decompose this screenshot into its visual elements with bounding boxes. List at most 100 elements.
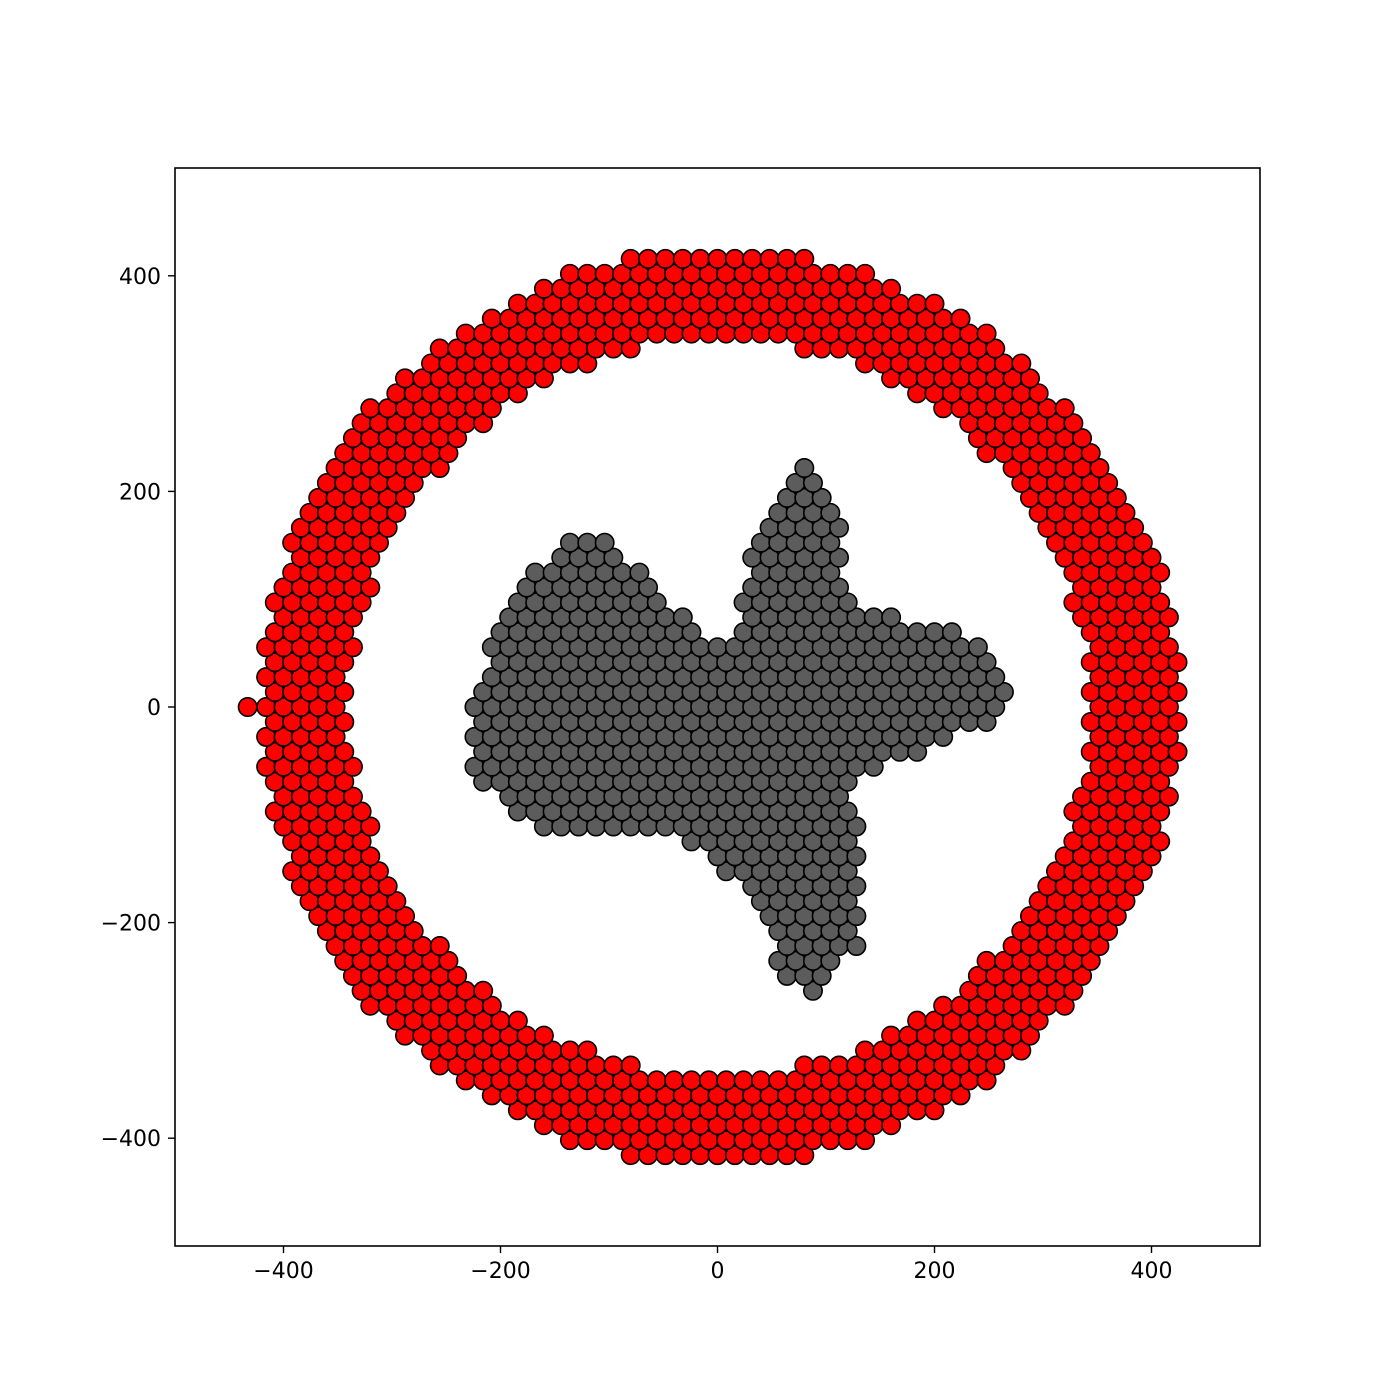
data-point: [985, 338, 1006, 359]
data-point: [976, 652, 997, 673]
data-point: [507, 383, 528, 404]
data-point: [395, 906, 416, 927]
data-point: [837, 921, 858, 942]
x-axis: −400 −200 0 200 400: [253, 1246, 1173, 1284]
x-tick-label: −400: [253, 1259, 313, 1284]
data-point: [1019, 1025, 1040, 1046]
data-point: [351, 562, 372, 583]
data-point: [533, 368, 554, 389]
data-point: [1072, 965, 1093, 986]
data-point: [1124, 517, 1145, 538]
data-point: [655, 248, 676, 269]
data-point: [829, 786, 850, 807]
data-point: [603, 547, 624, 568]
series-1: [237, 248, 1188, 1166]
series-2: [464, 457, 1014, 1001]
data-point: [1158, 637, 1179, 658]
data-point: [1106, 906, 1127, 927]
data-point: [559, 263, 580, 284]
data-point: [1150, 562, 1171, 583]
data-point: [846, 846, 867, 867]
data-point: [985, 667, 1006, 688]
data-point: [351, 831, 372, 852]
data-point: [829, 547, 850, 568]
data-point: [507, 293, 528, 314]
y-tick-label: −400: [101, 1127, 161, 1152]
data-point: [473, 413, 494, 434]
data-point: [577, 532, 598, 553]
data-point: [855, 263, 876, 284]
data-point: [1089, 935, 1110, 956]
data-point: [1098, 472, 1119, 493]
data-point: [881, 1115, 902, 1136]
data-point: [881, 607, 902, 628]
data-point: [1158, 696, 1179, 717]
data-point: [473, 980, 494, 1001]
data-point: [759, 248, 780, 269]
data-point: [976, 323, 997, 344]
data-point: [1011, 1040, 1032, 1061]
data-point: [368, 861, 389, 882]
data-point: [455, 323, 476, 344]
data-point: [820, 950, 841, 971]
data-point: [950, 1085, 971, 1106]
data-point: [438, 950, 459, 971]
data-point: [620, 248, 641, 269]
data-point: [342, 756, 363, 777]
data-point: [837, 801, 858, 822]
data-point: [846, 876, 867, 897]
data-point: [907, 293, 928, 314]
data-point: [776, 248, 797, 269]
data-point: [855, 1130, 876, 1151]
data-point: [664, 1070, 685, 1091]
data-point: [525, 562, 546, 583]
data-point: [681, 622, 702, 643]
data-point: [698, 1070, 719, 1091]
data-point: [976, 711, 997, 732]
data-point: [334, 771, 355, 792]
data-point: [863, 607, 884, 628]
data-point: [681, 1070, 702, 1091]
data-point: [924, 622, 945, 643]
data-point: [334, 741, 355, 762]
data-point: [325, 667, 346, 688]
data-point: [907, 622, 928, 643]
data-point: [1158, 726, 1179, 747]
data-point: [924, 1100, 945, 1121]
data-point: [594, 532, 615, 553]
data-point: [967, 637, 988, 658]
data-point: [559, 532, 580, 553]
data-point: [1141, 577, 1162, 598]
data-point: [820, 562, 841, 583]
y-tick-label: −200: [101, 912, 161, 937]
data-point: [837, 592, 858, 613]
data-point: [481, 398, 502, 419]
data-point: [794, 1145, 815, 1166]
data-point: [993, 682, 1014, 703]
data-point: [1132, 861, 1153, 882]
data-point: [638, 248, 659, 269]
data-point: [603, 1055, 624, 1076]
data-point: [837, 263, 858, 284]
data-point: [863, 756, 884, 777]
data-point: [742, 248, 763, 269]
data-point: [342, 637, 363, 658]
data-point: [907, 741, 928, 762]
data-point: [846, 935, 867, 956]
data-point: [941, 622, 962, 643]
data-point: [750, 1070, 771, 1091]
data-point: [1167, 682, 1188, 703]
data-point: [707, 248, 728, 269]
data-point: [1072, 428, 1093, 449]
data-point: [707, 637, 728, 658]
data-point: [481, 308, 502, 329]
data-point: [334, 622, 355, 643]
data-point: [646, 592, 667, 613]
data-point: [933, 726, 954, 747]
data-point: [377, 876, 398, 897]
data-point: [881, 278, 902, 299]
data-point: [351, 592, 372, 613]
data-point: [1167, 741, 1188, 762]
data-point: [672, 248, 693, 269]
data-point: [351, 801, 372, 822]
